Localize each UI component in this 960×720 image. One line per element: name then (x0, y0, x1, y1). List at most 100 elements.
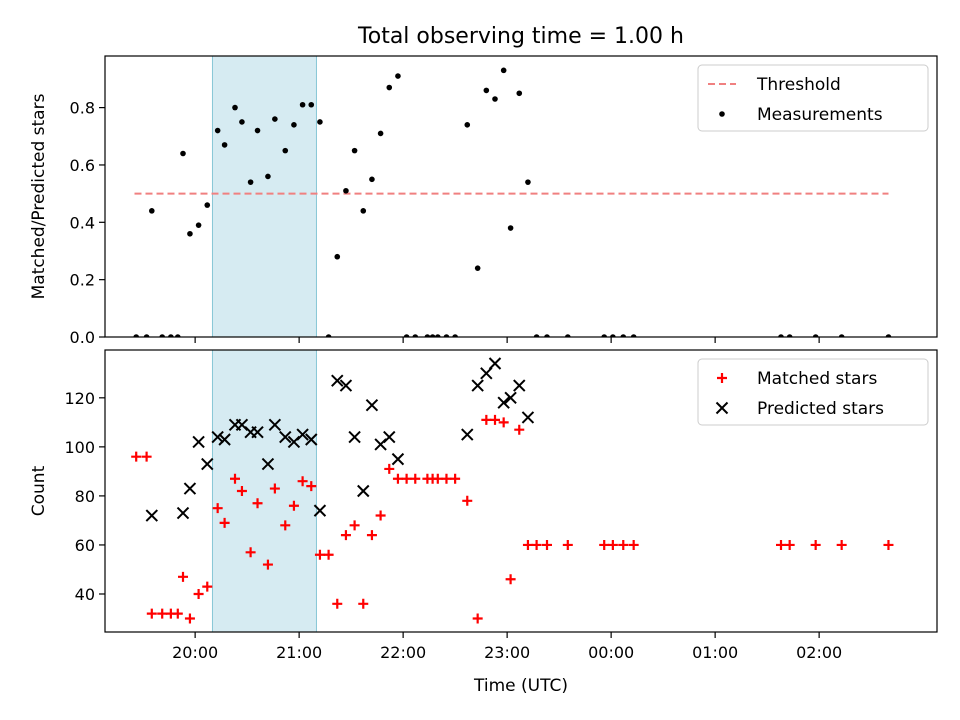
measurement-point (168, 334, 174, 337)
matched-star-point (236, 486, 247, 496)
matched-star-point (401, 473, 412, 484)
predicted-star-point (296, 428, 309, 441)
count-panel: 40 60 80 100 120 20:00 21:00 22:00 23:00 00:00 01:… (29, 349, 938, 662)
measurement-point (885, 334, 892, 337)
measurement-point (133, 334, 139, 337)
predicted-star-point (313, 504, 327, 517)
measurement-point (360, 208, 367, 214)
predicted-star-point (521, 411, 535, 424)
legend-key (719, 111, 725, 117)
matched-star-point (836, 539, 847, 550)
measurement-point (334, 253, 341, 260)
predicted-star-point (218, 433, 231, 446)
predicted-star-point (201, 457, 214, 471)
y-tick-label: 60 (75, 536, 95, 555)
matched-star-point (366, 530, 377, 541)
y-axis-label: Matched/Predicted stars (29, 93, 49, 299)
matched-star-point (498, 417, 509, 428)
legend-label: Matched stars (757, 369, 877, 389)
measurement-point (630, 334, 637, 337)
y-tick-label: 120 (64, 389, 95, 408)
measurement-point (424, 334, 431, 337)
measurement-point (369, 176, 375, 183)
measurement-point (149, 208, 155, 214)
measurement-point (483, 87, 490, 94)
measurement-point (610, 334, 616, 337)
measurement-point (443, 334, 450, 337)
measurement-point (204, 202, 211, 208)
matched-star-point (784, 539, 795, 550)
matched-star-point (481, 414, 492, 425)
measurement-point (620, 334, 627, 337)
predicted-star-point (348, 430, 361, 444)
x-tick-label: 23:00 (484, 643, 530, 662)
measurement-point (143, 334, 150, 337)
predicted-star-point (461, 428, 474, 441)
y-tick-label: 0.6 (70, 156, 95, 175)
predicted-star-point (145, 509, 159, 522)
measurement-point (195, 222, 202, 228)
matched-star-point (472, 613, 483, 624)
matched-star-point (562, 539, 573, 550)
measurement-point (464, 122, 471, 128)
x-tick-label: 22:00 (380, 643, 426, 662)
predicted-star-point (480, 367, 493, 380)
chart-title: Total observing time = 1.00 h (357, 24, 684, 49)
matched-star-point (375, 510, 386, 521)
matched-star-point (314, 549, 325, 560)
measurement-point (403, 334, 410, 337)
matched-star-point (269, 483, 280, 494)
measurement-point (377, 130, 384, 137)
predicted-star-point (513, 379, 526, 392)
measurement-point (221, 142, 228, 148)
x-tick-label: 02:00 (796, 643, 842, 662)
measurement-point (386, 84, 393, 91)
measurement-point (395, 73, 401, 79)
predicted-star-point (305, 433, 318, 446)
predicted-star-point (251, 425, 264, 439)
matched-star-point (607, 539, 618, 550)
measurement-point (435, 334, 441, 337)
measurement-point (452, 334, 458, 337)
measurement-point (492, 96, 498, 102)
measurement-point (778, 334, 784, 337)
measurement-point (299, 101, 306, 108)
matched-star-point (490, 414, 500, 425)
matched-star-point (323, 549, 334, 560)
matched-star-point (432, 473, 443, 484)
measurement-point (500, 67, 507, 74)
matched-star-point (349, 520, 360, 531)
predicted-star-point (261, 457, 275, 471)
matched-star-point (157, 608, 168, 619)
measurement-point (308, 101, 315, 108)
y-tick-label: 0.0 (70, 328, 95, 347)
measurement-point (343, 187, 349, 194)
predicted-star-point (192, 435, 205, 449)
predicted-star-point (471, 379, 484, 392)
legend-label: Predicted stars (757, 399, 884, 419)
measurement-point (159, 334, 165, 337)
y-tick-label: 100 (64, 438, 95, 457)
x-axis-label: Time (UTC) (473, 676, 568, 696)
measurement-point (812, 334, 819, 337)
y-tick-label: 0.8 (70, 99, 95, 118)
measurement-point (325, 334, 332, 337)
matched-star-point (618, 539, 629, 550)
predicted-star-point (504, 391, 517, 405)
measurement-point (565, 334, 571, 337)
matched-star-point (514, 424, 525, 435)
predicted-star-point (488, 357, 502, 370)
matched-star-point (628, 539, 639, 550)
matched-star-point (776, 539, 786, 550)
matched-star-point (172, 608, 183, 619)
measurement-point (272, 116, 278, 122)
x-tick-label: 00:00 (588, 643, 634, 662)
matched-star-point (522, 539, 533, 550)
predicted-star-point (211, 430, 224, 444)
legend-key (715, 401, 729, 415)
measurement-point (232, 104, 238, 111)
measurement-point (544, 334, 550, 337)
ratio-panel: 0.0 0.2 0.4 0.6 0.8 Matched/Predicted stars Th… (29, 55, 938, 347)
observing-span (211, 349, 317, 633)
